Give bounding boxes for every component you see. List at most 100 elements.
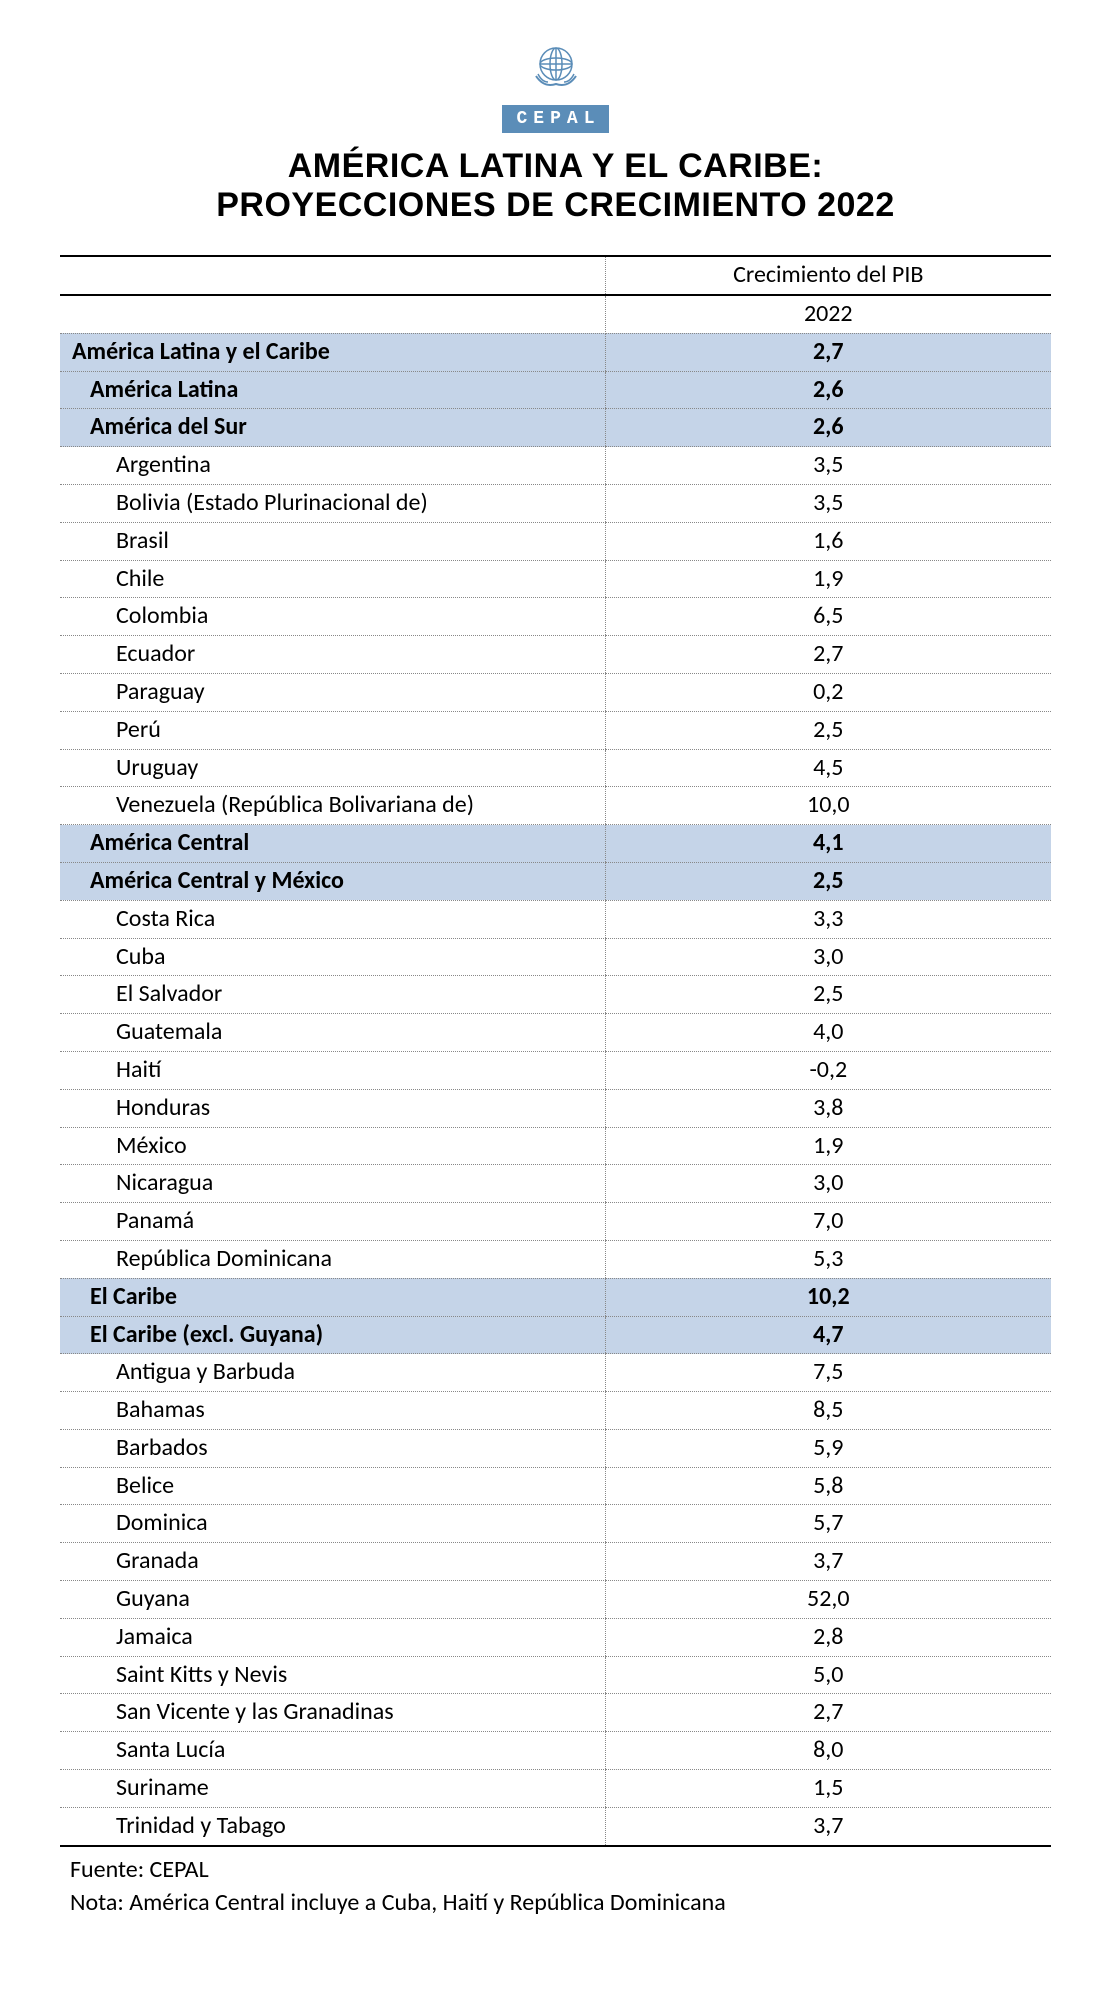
- table-row: Belice5,8: [60, 1467, 1051, 1505]
- row-value: 6,5: [605, 598, 1051, 636]
- row-label: Perú: [60, 711, 605, 749]
- table-row: Haití-0,2: [60, 1051, 1051, 1089]
- table-row: Argentina3,5: [60, 447, 1051, 485]
- row-label: Belice: [60, 1467, 605, 1505]
- row-value: 5,7: [605, 1505, 1051, 1543]
- un-logo-icon: [524, 40, 588, 99]
- table-row: El Caribe10,2: [60, 1278, 1051, 1316]
- footnotes: Fuente: CEPAL Nota: América Central incl…: [60, 1853, 1051, 1920]
- row-value: 3,7: [605, 1807, 1051, 1845]
- row-value: 8,0: [605, 1732, 1051, 1770]
- row-label: Barbados: [60, 1429, 605, 1467]
- page: CEPAL AMÉRICA LATINA Y EL CARIBE: PROYEC…: [0, 0, 1111, 1980]
- table-row: México1,9: [60, 1127, 1051, 1165]
- table-row: Colombia6,5: [60, 598, 1051, 636]
- row-value: 2,7: [605, 333, 1051, 371]
- row-label: Bolivia (Estado Plurinacional de): [60, 484, 605, 522]
- row-value: 0,2: [605, 673, 1051, 711]
- row-value: 5,8: [605, 1467, 1051, 1505]
- row-label: América Central: [60, 825, 605, 863]
- table-row: Venezuela (República Bolivariana de)10,0: [60, 787, 1051, 825]
- row-label: Granada: [60, 1543, 605, 1581]
- row-value: 2,6: [605, 371, 1051, 409]
- row-label: América del Sur: [60, 409, 605, 447]
- table-header-metric: Crecimiento del PIB: [605, 256, 1051, 295]
- row-label: América Latina: [60, 371, 605, 409]
- table-row: Santa Lucía8,0: [60, 1732, 1051, 1770]
- row-label: Bahamas: [60, 1392, 605, 1430]
- table-row: Chile1,9: [60, 560, 1051, 598]
- table-row: Antigua y Barbuda7,5: [60, 1354, 1051, 1392]
- table-header-year: 2022: [605, 295, 1051, 333]
- row-value: 3,5: [605, 484, 1051, 522]
- table-header-empty: [60, 256, 605, 295]
- row-label: Suriname: [60, 1770, 605, 1808]
- table-row: Perú2,5: [60, 711, 1051, 749]
- row-label: Cuba: [60, 938, 605, 976]
- row-label: Brasil: [60, 522, 605, 560]
- row-label: Panamá: [60, 1203, 605, 1241]
- table-row: Granada3,7: [60, 1543, 1051, 1581]
- row-label: América Central y México: [60, 862, 605, 900]
- row-label: El Salvador: [60, 976, 605, 1014]
- table-row: Paraguay0,2: [60, 673, 1051, 711]
- table-header-row-2: 2022: [60, 295, 1051, 333]
- table-row: Trinidad y Tabago3,7: [60, 1807, 1051, 1845]
- table-row: Dominica5,7: [60, 1505, 1051, 1543]
- cepal-badge: CEPAL: [502, 105, 608, 133]
- row-value: 3,7: [605, 1543, 1051, 1581]
- row-value: 3,3: [605, 900, 1051, 938]
- coverage-note: Nota: América Central incluye a Cuba, Ha…: [70, 1886, 1051, 1920]
- row-label: Guyana: [60, 1581, 605, 1619]
- row-label: Venezuela (República Bolivariana de): [60, 787, 605, 825]
- table-row: Guyana52,0: [60, 1581, 1051, 1619]
- row-label: Paraguay: [60, 673, 605, 711]
- row-value: 5,0: [605, 1656, 1051, 1694]
- row-label: Costa Rica: [60, 900, 605, 938]
- row-value: 4,5: [605, 749, 1051, 787]
- table-row: América del Sur2,6: [60, 409, 1051, 447]
- row-label: Santa Lucía: [60, 1732, 605, 1770]
- table-row: Uruguay4,5: [60, 749, 1051, 787]
- row-value: 2,7: [605, 636, 1051, 674]
- table-row: El Caribe (excl. Guyana)4,7: [60, 1316, 1051, 1354]
- row-value: 7,0: [605, 1203, 1051, 1241]
- row-value: 8,5: [605, 1392, 1051, 1430]
- row-label: Haití: [60, 1051, 605, 1089]
- row-value: -0,2: [605, 1051, 1051, 1089]
- row-label: República Dominicana: [60, 1240, 605, 1278]
- table-row: América Central4,1: [60, 825, 1051, 863]
- table-row: Costa Rica3,3: [60, 900, 1051, 938]
- row-value: 10,2: [605, 1278, 1051, 1316]
- table-row: América Latina2,6: [60, 371, 1051, 409]
- table-row: El Salvador2,5: [60, 976, 1051, 1014]
- table-row: Guatemala4,0: [60, 1014, 1051, 1052]
- row-label: Trinidad y Tabago: [60, 1807, 605, 1845]
- row-label: Antigua y Barbuda: [60, 1354, 605, 1392]
- row-value: 4,0: [605, 1014, 1051, 1052]
- table-row: República Dominicana5,3: [60, 1240, 1051, 1278]
- row-label: Dominica: [60, 1505, 605, 1543]
- table-header-row-1: Crecimiento del PIB: [60, 256, 1051, 295]
- growth-projections-table: Crecimiento del PIB 2022 América Latina …: [60, 255, 1051, 1846]
- row-label: América Latina y el Caribe: [60, 333, 605, 371]
- row-value: 7,5: [605, 1354, 1051, 1392]
- title-line-2: PROYECCIONES DE CRECIMIENTO 2022: [216, 186, 895, 224]
- row-label: Chile: [60, 560, 605, 598]
- table-row: Ecuador2,7: [60, 636, 1051, 674]
- table-row: Barbados5,9: [60, 1429, 1051, 1467]
- row-value: 1,6: [605, 522, 1051, 560]
- row-value: 2,8: [605, 1618, 1051, 1656]
- row-value: 1,9: [605, 560, 1051, 598]
- table-row: América Latina y el Caribe2,7: [60, 333, 1051, 371]
- row-value: 52,0: [605, 1581, 1051, 1619]
- row-label: Uruguay: [60, 749, 605, 787]
- table-row: San Vicente y las Granadinas2,7: [60, 1694, 1051, 1732]
- row-value: 4,1: [605, 825, 1051, 863]
- row-label: México: [60, 1127, 605, 1165]
- table-row: Cuba3,0: [60, 938, 1051, 976]
- row-value: 4,7: [605, 1316, 1051, 1354]
- table-row: Saint Kitts y Nevis5,0: [60, 1656, 1051, 1694]
- row-value: 2,5: [605, 711, 1051, 749]
- title-line-1: AMÉRICA LATINA Y EL CARIBE:: [288, 147, 824, 185]
